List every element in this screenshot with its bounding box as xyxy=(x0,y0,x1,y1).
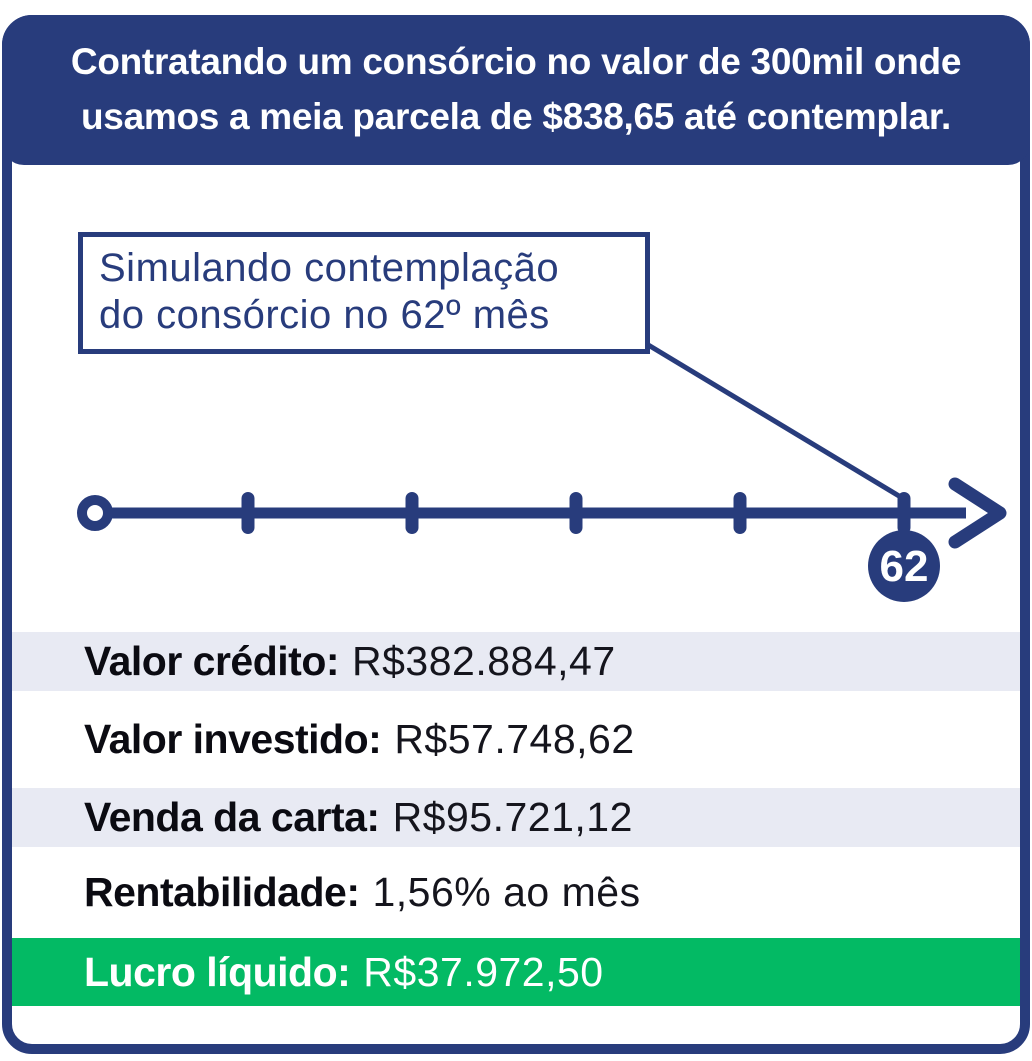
header-line-1: Contratando um consórcio no valor de 300… xyxy=(70,41,962,83)
header-line-2: usamos a meia parcela de $838,65 até con… xyxy=(81,96,951,137)
timeline-tick xyxy=(405,492,419,534)
timeline-tick xyxy=(241,492,255,534)
timeline-start-ring xyxy=(77,495,113,531)
data-row-valor-credito: Valor crédito: R$382.884,47 xyxy=(12,632,1020,691)
row-value: R$37.972,50 xyxy=(363,948,604,995)
row-label: Lucro líquido: xyxy=(84,948,351,995)
timeline-tick xyxy=(569,492,583,534)
row-value: R$95.721,12 xyxy=(392,794,633,840)
row-label: Valor investido: xyxy=(84,716,382,762)
row-value: R$382.884,47 xyxy=(352,638,616,684)
month-62-marker xyxy=(868,530,940,602)
row-label: Rentabilidade: xyxy=(84,869,360,915)
month-62-label: 62 xyxy=(880,542,929,591)
row-value: 1,56% ao mês xyxy=(372,869,641,915)
row-value: R$57.748,62 xyxy=(394,716,635,762)
row-label: Venda da carta: xyxy=(84,794,380,840)
arrow-right-icon xyxy=(948,477,1007,549)
row-label: Valor crédito: xyxy=(84,638,340,684)
data-row-lucro-liquido: Lucro líquido: R$37.972,50 xyxy=(12,938,1020,1006)
timeline-tick xyxy=(733,492,747,534)
callout-line-2: do consórcio no 62º mês xyxy=(99,293,550,338)
callout-box: Simulando contemplação do consórcio no 6… xyxy=(78,232,650,355)
data-row-venda-da-carta: Venda da carta: R$95.721,12 xyxy=(12,788,1020,847)
header-banner: Contratando um consórcio no valor de 300… xyxy=(2,15,1030,165)
timeline-tick xyxy=(897,492,911,534)
data-row-valor-investido: Valor investido: R$57.748,62 xyxy=(12,691,1020,788)
callout-line-1: Simulando contemplação xyxy=(99,246,560,290)
data-row-rentabilidade: Rentabilidade: 1,56% ao mês xyxy=(12,847,1020,938)
card-border: Contratando um consórcio no valor de 300… xyxy=(2,15,1030,1054)
callout-connector-line xyxy=(643,340,906,502)
